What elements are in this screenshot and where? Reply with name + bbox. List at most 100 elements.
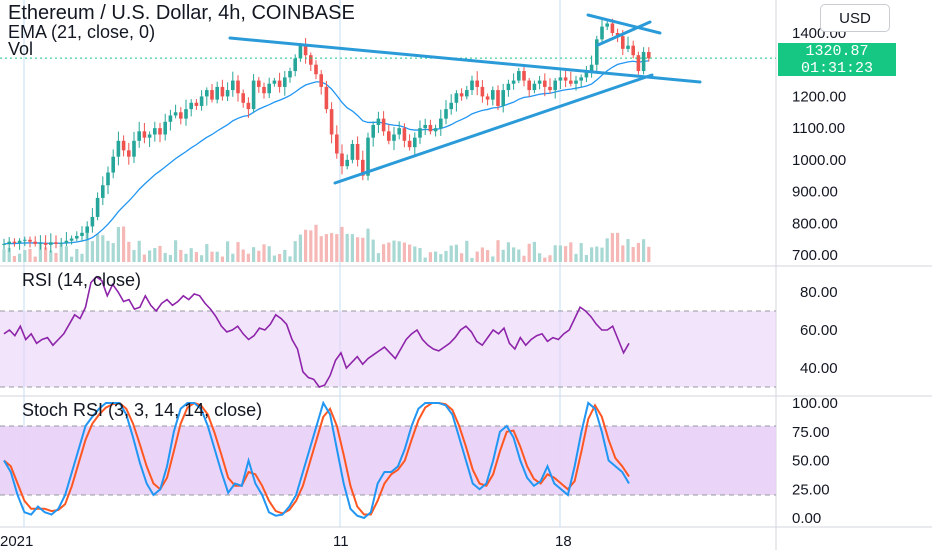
volume-bar xyxy=(486,250,490,262)
volume-bar xyxy=(200,255,204,262)
volume-bar xyxy=(345,233,349,262)
candle-body xyxy=(12,241,17,243)
volume-bar xyxy=(335,234,339,262)
candle-body xyxy=(371,124,375,138)
candle-body xyxy=(231,80,235,91)
candle-body xyxy=(38,242,43,244)
volume-bar xyxy=(522,255,526,262)
stoch-tick-label: 50.00 xyxy=(792,453,830,470)
candle-body xyxy=(615,33,620,37)
volume-bar xyxy=(543,257,547,262)
candle-body xyxy=(511,80,516,84)
candle-body xyxy=(397,128,401,135)
candle-body xyxy=(605,23,609,27)
stoch-tick-label: 0.00 xyxy=(792,510,821,527)
candle-body xyxy=(553,80,557,91)
volume-bar xyxy=(111,243,115,262)
stoch-rsi-panel-label[interactable]: Stoch RSI (3, 3, 14, 14, close) xyxy=(22,400,263,420)
candle-body xyxy=(454,93,459,103)
candle-body xyxy=(2,243,6,245)
candle-body xyxy=(537,80,542,84)
candle-body xyxy=(158,128,162,135)
volume-bar xyxy=(366,228,370,262)
candle-body xyxy=(532,83,537,91)
volume-bar xyxy=(506,242,510,262)
volume-bar xyxy=(293,241,297,262)
volume-bar xyxy=(330,233,334,262)
price-tick-label: 1100.00 xyxy=(792,120,845,137)
volume-bar xyxy=(361,237,365,262)
volume-bar xyxy=(210,251,214,262)
candle-body xyxy=(423,124,427,129)
volume-bar xyxy=(33,256,37,262)
candle-body xyxy=(33,241,37,244)
volume-bar xyxy=(527,243,531,262)
time-tick-label: 2021 xyxy=(0,533,33,550)
candle-body xyxy=(257,80,261,87)
volume-bar xyxy=(392,240,396,262)
volume-bar xyxy=(267,246,271,262)
volume-bar xyxy=(558,245,562,262)
volume-bar xyxy=(12,255,16,262)
candle-body xyxy=(241,93,245,103)
ema-indicator-label[interactable]: EMA (21, close, 0) xyxy=(8,22,156,42)
candle-body xyxy=(127,150,131,157)
candle-body xyxy=(215,86,219,100)
volume-bar xyxy=(584,254,588,262)
volume-bar xyxy=(309,230,313,262)
volume-bar xyxy=(496,240,500,262)
volume-bar xyxy=(579,243,583,262)
candle-body xyxy=(491,90,495,100)
volume-bar xyxy=(54,252,58,262)
chart-title: Ethereum / U.S. Dollar, 4h, COINBASE xyxy=(8,2,355,24)
candle-body xyxy=(496,90,500,106)
volume-bar xyxy=(184,253,188,262)
candle-body xyxy=(283,77,287,87)
volume-bar xyxy=(236,242,240,262)
volume-bar xyxy=(434,251,438,262)
time-tick-label: 18 xyxy=(555,533,572,550)
trend-line xyxy=(333,73,654,185)
stoch-band xyxy=(0,426,776,495)
volume-bar xyxy=(439,254,443,262)
volume-bar xyxy=(272,255,276,262)
candle-body xyxy=(293,58,297,72)
candle-body xyxy=(522,71,526,81)
candle-body xyxy=(288,71,292,78)
volume-bar xyxy=(340,226,344,262)
candle-body xyxy=(610,23,615,33)
candle-body xyxy=(355,144,360,160)
bar-countdown-tag: 01:31:23 xyxy=(778,60,896,77)
rsi-panel-label[interactable]: RSI (14, close) xyxy=(22,270,142,290)
volume-bar xyxy=(106,240,110,262)
candle-body xyxy=(350,144,355,160)
rsi-line xyxy=(3,275,630,388)
volume-bar xyxy=(96,233,100,262)
candle-body xyxy=(543,80,547,87)
volume-bar xyxy=(569,242,573,262)
volume-bar xyxy=(220,256,224,262)
volume-bar xyxy=(59,243,63,262)
candle-body xyxy=(194,102,199,106)
candle-body xyxy=(163,121,167,135)
volume-bar xyxy=(168,254,172,262)
volume-bar xyxy=(574,253,578,262)
candle-body xyxy=(428,124,433,132)
currency-button[interactable]: USD xyxy=(820,4,890,32)
last-price-tag: 1320.87 xyxy=(778,43,896,60)
volume-bar xyxy=(194,252,198,262)
candle-body xyxy=(475,80,479,87)
candle-body xyxy=(75,235,79,239)
candle-body xyxy=(314,64,318,75)
time-tick-label: 11 xyxy=(333,533,349,550)
candle-body xyxy=(90,216,95,227)
volume-bar xyxy=(75,249,79,262)
volume-bar xyxy=(470,257,474,262)
candle-body xyxy=(132,140,136,157)
candle-body xyxy=(392,134,396,141)
stoch-d-line xyxy=(3,401,630,516)
candle-body xyxy=(574,80,578,84)
volume-bar xyxy=(80,253,84,262)
volume-indicator-label[interactable]: Vol xyxy=(8,39,34,59)
